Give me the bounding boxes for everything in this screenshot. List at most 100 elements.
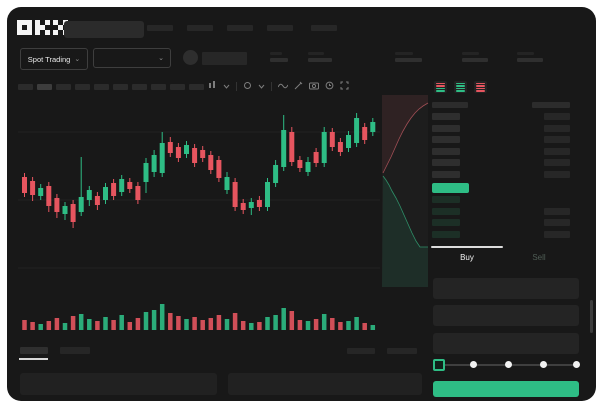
scrollbar-thumb[interactable] [590,300,593,333]
ask-amount [544,124,570,132]
depth-chart[interactable] [382,95,428,287]
bottom-link-1[interactable] [347,348,375,354]
timeframe-chip-10[interactable] [189,84,204,90]
ask-price-row[interactable] [432,171,460,178]
okx-logo[interactable] [17,20,68,35]
timeframe-chip-7[interactable] [132,84,147,90]
orderbook-amount-header [532,102,570,108]
indicator-icon[interactable] [208,77,217,95]
timeframe-chip-5[interactable] [94,84,109,90]
nav-item-1[interactable] [147,25,173,31]
timeframe-chip-3[interactable] [56,84,71,90]
clock-icon[interactable] [325,77,334,95]
stat-label [308,52,324,55]
search-input[interactable] [64,21,144,38]
chart-tools [208,79,349,93]
stat-value [308,57,332,62]
slider-stop-25pct[interactable] [469,361,477,368]
chevron-down-icon[interactable] [223,77,230,95]
tab-sell[interactable]: Sell [532,253,546,262]
ask-amount [544,136,570,144]
nav-item-2[interactable] [187,25,213,31]
tab-buy[interactable]: Buy [460,253,474,262]
bottom-panel-left[interactable] [20,373,217,395]
camera-icon[interactable] [309,77,319,95]
line-tool-icon[interactable] [277,77,289,95]
ask-amount [544,171,570,178]
nav-item-4[interactable] [267,25,293,31]
market-type-label: Spot Trading [27,54,71,64]
ask-price-row[interactable] [432,147,460,155]
orderbook-toggle-book-both[interactable] [434,81,447,93]
chevron-down-icon: ⌄ [158,54,164,62]
pencil-icon[interactable] [294,77,303,95]
stat-label [517,52,534,55]
bottom-tab-1[interactable] [20,347,48,354]
ticker-stat-4 [462,52,488,62]
total-input[interactable] [433,333,579,354]
nav-item-3[interactable] [227,25,253,31]
buy-tab-indicator [431,246,503,248]
logo-letter-O [17,20,32,35]
divider [236,81,237,91]
app-window: Spot Trading ⌄ ⌄ Buy [7,7,596,401]
pair-name-placeholder [202,52,247,65]
bid-amount [544,207,570,215]
ticker-stat-5 [517,52,543,62]
stat-label [462,52,479,55]
bid-amount [544,219,570,227]
ask-amount [544,113,570,120]
timeframe-chip-4[interactable] [75,84,90,90]
orderbook-toggle-book-asks[interactable] [474,81,487,93]
ticker-stat-1 [270,52,288,62]
chevron-down-icon[interactable] [258,77,265,95]
ticker-stat-3 [395,52,422,62]
nav-item-5[interactable] [311,25,337,31]
slider-stop-0pct[interactable] [432,359,445,371]
last-price-badge[interactable] [432,183,469,193]
bottom-link-2[interactable] [387,348,417,354]
coin-icon [183,50,198,65]
stat-label [395,52,413,55]
slider-stop-100pct[interactable] [572,361,580,368]
stat-value [395,57,422,62]
timeframe-chip-1[interactable] [18,84,33,90]
stat-value [517,57,543,62]
ask-price-row[interactable] [432,136,460,144]
orderbook-price-header [432,102,468,108]
bottom-tab-2[interactable] [60,347,90,354]
market-type-dropdown[interactable]: Spot Trading ⌄ [20,48,88,70]
bid-price-row[interactable] [432,219,460,227]
stat-value [462,57,488,62]
stat-value [270,57,288,62]
bid-price-row[interactable] [432,196,460,203]
divider [271,81,272,91]
logo-letter-K [35,20,50,35]
timeframe-chip-2[interactable] [37,84,52,90]
price-input[interactable] [433,278,579,299]
timeframe-chip-6[interactable] [113,84,128,90]
orderbook-toggle-book-bids[interactable] [454,81,467,93]
chevron-down-icon: ⌄ [74,55,81,63]
timeframe-chip-9[interactable] [170,84,185,90]
slider-stop-75pct[interactable] [539,361,547,368]
amount-input[interactable] [433,305,579,326]
ask-amount [544,159,570,167]
stat-label [270,52,282,55]
slider-stop-50pct[interactable] [504,361,512,368]
bid-price-row[interactable] [432,207,460,215]
buy-submit-button[interactable] [433,381,579,397]
bid-price-row[interactable] [432,230,460,238]
timeframe-chip-8[interactable] [151,84,166,90]
ticker-stat-2 [308,52,332,62]
bottom-tab-active-underline [19,358,48,360]
ask-amount [544,147,570,155]
bottom-panel-right[interactable] [228,373,422,395]
expand-icon[interactable] [340,77,349,95]
ask-price-row[interactable] [432,124,460,132]
ask-price-row[interactable] [432,159,460,167]
compare-icon[interactable] [243,77,252,95]
ask-price-row[interactable] [432,113,460,120]
bid-amount [544,230,570,238]
pair-dropdown[interactable]: ⌄ [93,48,171,68]
